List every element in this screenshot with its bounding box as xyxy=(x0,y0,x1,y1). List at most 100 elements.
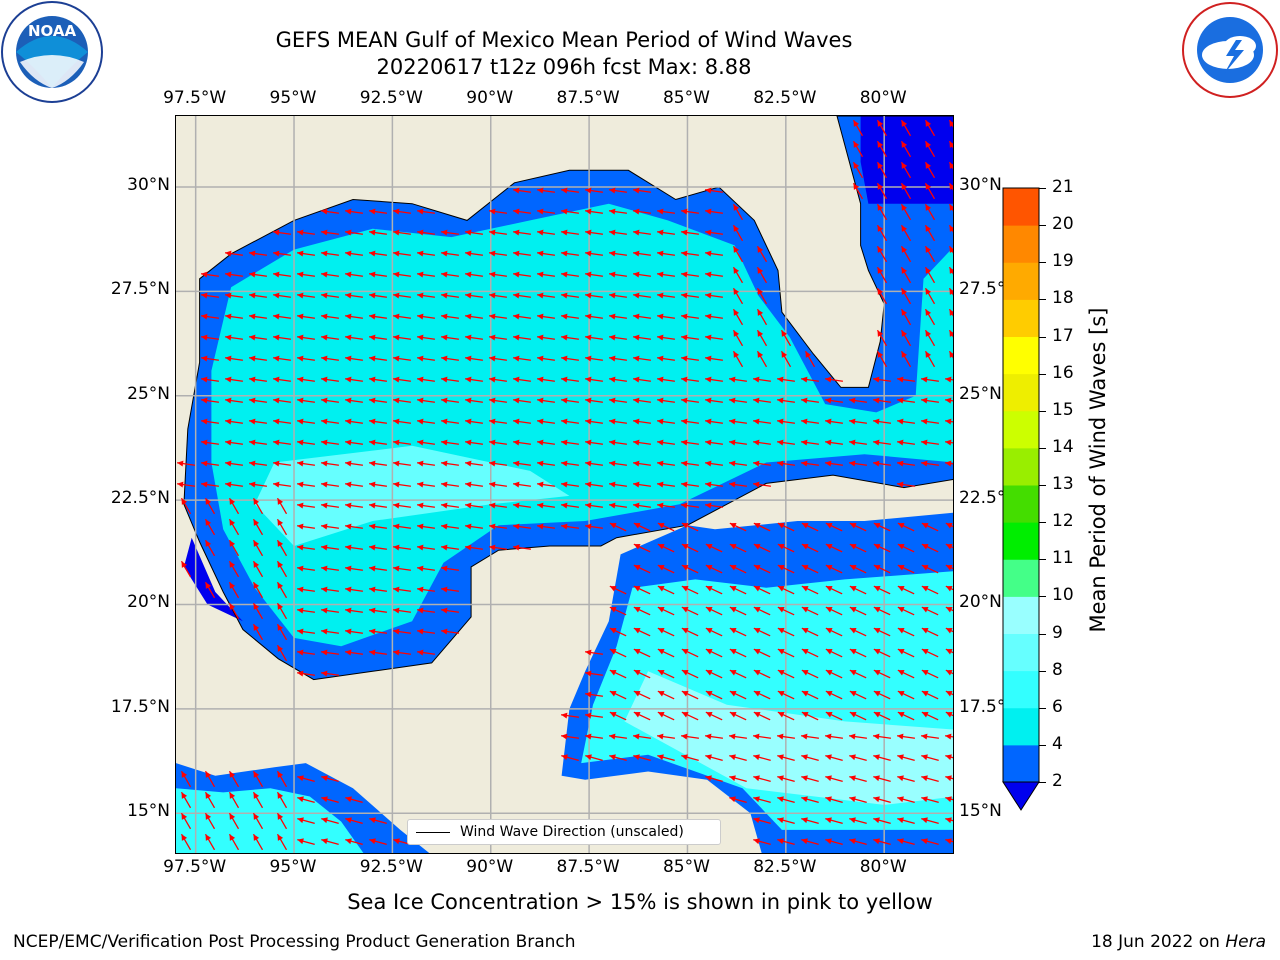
wind-wave-arrow xyxy=(924,308,936,326)
wind-wave-arrow xyxy=(204,518,216,536)
wind-wave-arrow xyxy=(897,838,915,845)
colorbar-tick-mark xyxy=(1039,299,1046,301)
wind-wave-arrow xyxy=(753,838,771,845)
wind-wave-arrow xyxy=(440,250,460,257)
wind-wave-arrow xyxy=(752,481,772,488)
colorbar-tick: 19 xyxy=(1052,251,1074,272)
wind-wave-arrow xyxy=(801,838,819,845)
wind-wave-arrow xyxy=(656,334,676,341)
wind-wave-arrow xyxy=(176,481,196,488)
wind-wave-arrow xyxy=(900,329,912,347)
wind-wave-arrow xyxy=(320,250,340,257)
wind-wave-arrow xyxy=(729,543,747,553)
wind-wave-arrow xyxy=(800,418,820,425)
wind-wave-arrow xyxy=(656,208,676,215)
wind-wave-arrow xyxy=(440,460,460,467)
wind-wave-arrow xyxy=(657,606,675,616)
wind-wave-arrow xyxy=(248,334,268,341)
lat-tick-right: 15°N xyxy=(959,801,1002,822)
wind-wave-arrow xyxy=(876,203,888,221)
wind-wave-arrow xyxy=(681,585,699,595)
wind-wave-arrow xyxy=(609,669,627,679)
wind-wave-arrow xyxy=(705,648,723,658)
wind-wave-arrow xyxy=(296,649,316,656)
wind-wave-arrow xyxy=(825,711,843,721)
wind-wave-arrow xyxy=(296,292,316,299)
colorbar-tick: 13 xyxy=(1052,474,1074,494)
wind-wave-arrow xyxy=(440,418,460,425)
wind-wave-arrow xyxy=(296,523,316,530)
lon-tick-top: 87.5°W xyxy=(556,88,620,108)
wind-wave-arrow xyxy=(825,627,843,637)
wind-wave-arrow xyxy=(633,522,651,532)
wind-wave-arrow xyxy=(825,543,843,553)
wind-wave-arrow xyxy=(344,250,364,257)
legend-line-icon xyxy=(416,831,450,833)
wind-wave-arrow xyxy=(752,376,772,383)
wind-wave-arrow xyxy=(704,439,724,446)
wind-wave-arrow xyxy=(896,733,916,740)
colorbar-segment xyxy=(1003,485,1039,523)
wind-wave-arrow xyxy=(608,502,628,509)
wind-wave-arrow xyxy=(656,376,676,383)
wind-wave-arrow xyxy=(536,208,556,215)
wind-wave-arrow xyxy=(800,460,820,467)
wind-wave-arrow xyxy=(705,543,723,553)
wind-wave-arrow xyxy=(228,812,240,830)
wind-wave-arrow xyxy=(488,523,508,530)
wind-wave-arrow xyxy=(392,649,412,656)
wind-wave-arrow xyxy=(560,208,580,215)
wind-wave-arrow xyxy=(900,245,912,263)
wind-wave-arrow xyxy=(512,439,532,446)
wind-wave-arrow xyxy=(801,690,819,700)
lon-tick-bottom: 85°W xyxy=(662,857,710,877)
wind-wave-arrow xyxy=(924,287,936,305)
wind-wave-arrow xyxy=(440,376,460,383)
wind-wave-arrow xyxy=(945,690,953,700)
wind-wave-arrow xyxy=(488,439,508,446)
wind-wave-arrow xyxy=(872,376,892,383)
wind-wave-arrow xyxy=(777,711,795,721)
wind-wave-arrow xyxy=(560,481,580,488)
wind-wave-arrow xyxy=(297,838,315,845)
wind-wave-arrow xyxy=(344,376,364,383)
wind-wave-arrow xyxy=(608,313,628,320)
wind-wave-arrow xyxy=(272,271,292,278)
wind-wave-arrow xyxy=(897,648,915,658)
wind-wave-arrow xyxy=(873,522,891,532)
wind-wave-arrow xyxy=(344,418,364,425)
wind-wave-arrow xyxy=(704,418,724,425)
wind-wave-arrow xyxy=(608,271,628,278)
wind-wave-arrow xyxy=(272,460,292,467)
wind-wave-arrow xyxy=(849,796,867,803)
wind-wave-arrow xyxy=(632,481,652,488)
wind-wave-arrow xyxy=(800,439,820,446)
wind-wave-arrow xyxy=(416,502,436,509)
colorbar-tick: 14 xyxy=(1052,436,1074,457)
wind-wave-arrow xyxy=(705,627,723,637)
wind-wave-arrow xyxy=(657,754,675,761)
wind-wave-arrow xyxy=(440,334,460,341)
wind-wave-arrow xyxy=(440,544,460,551)
wind-wave-arrow xyxy=(804,350,816,368)
wind-wave-arrow xyxy=(488,376,508,383)
wind-wave-arrow xyxy=(897,627,915,637)
wind-wave-arrow xyxy=(609,690,627,700)
wind-wave-arrow xyxy=(464,250,484,257)
wind-wave-arrow xyxy=(948,287,953,305)
wind-wave-arrow xyxy=(440,628,460,635)
wind-wave-arrow xyxy=(416,397,436,404)
wind-wave-arrow xyxy=(632,250,652,257)
wind-wave-arrow xyxy=(873,754,891,761)
wind-wave-arrow xyxy=(368,355,388,362)
wind-wave-arrow xyxy=(584,733,604,740)
wind-wave-arrow xyxy=(656,481,676,488)
wind-wave-arrow xyxy=(873,564,891,574)
wind-wave-arrow xyxy=(368,334,388,341)
wind-wave-arrow xyxy=(512,229,532,236)
wind-wave-arrow xyxy=(512,397,532,404)
wind-wave-arrow xyxy=(608,460,628,467)
wind-wave-arrow xyxy=(753,606,771,616)
lat-tick-right: 30°N xyxy=(959,174,1002,195)
wind-wave-arrow xyxy=(729,711,747,721)
